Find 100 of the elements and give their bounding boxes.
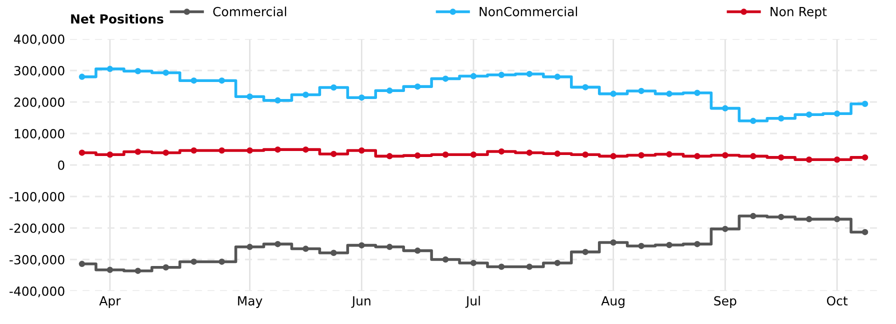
point: [470, 260, 477, 266]
point: [414, 248, 421, 254]
x-tick-label: May: [238, 296, 262, 308]
y-tick-label: 400,000: [14, 34, 64, 46]
point: [78, 74, 86, 80]
y-tick-label: -400,000: [10, 286, 64, 298]
point: [106, 266, 114, 274]
point: [190, 147, 197, 154]
point: [274, 240, 281, 248]
point: [806, 111, 812, 118]
y-tick-label: 200,000: [14, 97, 64, 108]
point: [666, 90, 672, 97]
point: [638, 88, 644, 94]
x-tick-label: Jul: [465, 296, 480, 308]
point: [498, 148, 505, 155]
point: [498, 264, 505, 270]
y-tick-label: 300,000: [14, 66, 64, 77]
point: [526, 150, 533, 156]
point: [302, 92, 309, 98]
point: [442, 76, 449, 82]
point: [694, 153, 700, 160]
point: [162, 70, 170, 76]
point: [638, 152, 644, 158]
point: [638, 242, 644, 250]
point: [330, 250, 337, 256]
point: [806, 216, 812, 222]
point: [526, 264, 533, 270]
point: [162, 264, 170, 270]
x-tick-label: Apr: [99, 296, 121, 308]
point: [218, 258, 225, 265]
y-tick-label: 100,000: [14, 128, 64, 140]
x-tick-label: Sep: [714, 296, 736, 308]
point: [414, 83, 421, 90]
point: [330, 84, 337, 91]
point: [218, 77, 225, 84]
point: [358, 242, 365, 248]
point: [862, 228, 868, 236]
point: [498, 72, 505, 78]
point: [862, 100, 868, 108]
point: [610, 239, 616, 246]
point: [694, 90, 700, 96]
legend-title: Net Positions: [71, 14, 164, 24]
point: [246, 94, 253, 100]
point: [722, 226, 728, 232]
point: [722, 152, 728, 158]
point: [246, 244, 253, 250]
point: [358, 94, 365, 101]
point: [470, 73, 477, 80]
point: [666, 242, 672, 248]
point: [190, 258, 197, 265]
point: [134, 68, 142, 74]
point: [778, 154, 784, 161]
point: [442, 256, 449, 263]
point: [722, 105, 728, 112]
point: [106, 66, 114, 72]
point: [78, 150, 86, 156]
point: [386, 153, 393, 160]
point: [274, 97, 281, 104]
x-tick-label: Aug: [601, 296, 624, 308]
point: [610, 153, 616, 160]
point: [442, 151, 449, 158]
point: [750, 153, 756, 160]
y-tick-label: -200,000: [10, 223, 64, 234]
y-tick-label: -100,000: [10, 192, 64, 203]
point: [834, 216, 840, 222]
point: [470, 151, 477, 158]
point: [582, 84, 588, 90]
point: [134, 148, 142, 155]
point: [386, 244, 393, 250]
point: [274, 146, 281, 153]
point: [414, 152, 421, 159]
point: [554, 260, 561, 266]
point: [582, 151, 588, 158]
point: [834, 110, 840, 117]
point: [218, 147, 225, 154]
point: [358, 147, 365, 154]
point: [134, 268, 142, 274]
point: [106, 151, 114, 158]
point: [778, 115, 784, 122]
legend-label: Non Rept: [770, 7, 827, 19]
x-tick-label: Jun: [351, 296, 370, 308]
point: [246, 147, 253, 154]
point: [750, 118, 756, 124]
point: [806, 156, 812, 163]
x-tick-label: Oct: [826, 296, 848, 306]
y-tick-label: -300,000: [10, 254, 64, 266]
y-tick-label: 0: [58, 160, 64, 170]
point: [386, 88, 393, 94]
point: [526, 70, 533, 78]
point: [162, 150, 170, 156]
point: [302, 246, 309, 252]
point: [834, 156, 840, 163]
point: [554, 74, 561, 80]
point: [330, 150, 337, 158]
point: [750, 212, 756, 220]
point: [78, 260, 86, 268]
legend-label: NonCommercial: [480, 6, 578, 16]
point: [694, 240, 700, 248]
legend-label: Commercial: [213, 6, 286, 16]
point: [778, 214, 784, 220]
